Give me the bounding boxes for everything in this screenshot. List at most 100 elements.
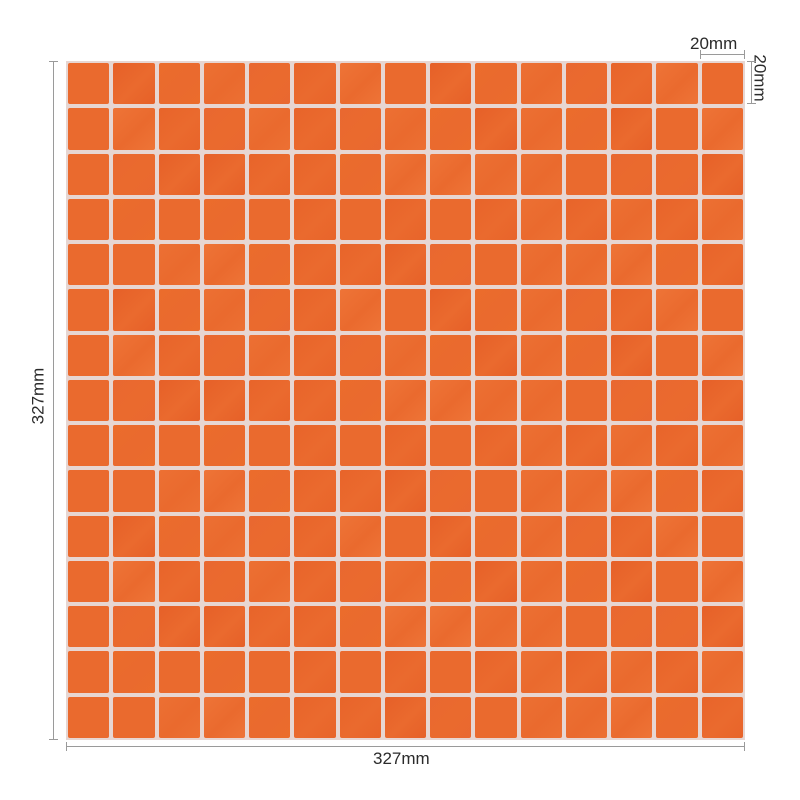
mosaic-tile <box>565 606 608 648</box>
mosaic-tile <box>158 560 200 603</box>
mosaic-tile <box>475 606 517 648</box>
mosaic-tile <box>158 696 200 738</box>
mosaic-tile <box>656 198 698 241</box>
mosaic-tile <box>656 244 698 286</box>
mosaic-tile <box>520 63 562 105</box>
mosaic-tile <box>430 560 472 603</box>
mosaic-tile <box>68 425 110 467</box>
mosaic-tile <box>294 63 336 105</box>
mosaic-tile <box>294 153 336 195</box>
mosaic-tile <box>430 334 472 376</box>
mosaic-tile <box>113 606 155 648</box>
mosaic-tile <box>68 198 110 241</box>
mosaic-tile <box>113 560 155 603</box>
mosaic-tile <box>384 560 427 603</box>
mosaic-tile <box>158 425 200 467</box>
mosaic-tile <box>203 244 246 286</box>
mosaic-tile <box>203 470 246 512</box>
mosaic-tile <box>656 63 698 105</box>
mosaic-tile <box>158 606 200 648</box>
sheet-width-label: 327mm <box>373 749 430 768</box>
mosaic-tile <box>68 244 110 286</box>
mosaic-tile <box>294 198 336 241</box>
mosaic-tile <box>611 289 653 331</box>
mosaic-tile <box>249 379 291 422</box>
mosaic-tile <box>203 289 246 331</box>
mosaic-tile <box>430 651 472 693</box>
mosaic-tile <box>294 108 336 150</box>
mosaic-tile <box>611 108 653 150</box>
mosaic-tile <box>475 108 517 150</box>
mosaic-tile <box>611 63 653 105</box>
mosaic-tile <box>384 606 427 648</box>
mosaic-tile <box>158 470 200 512</box>
mosaic-tile <box>249 198 291 241</box>
mosaic-tile <box>520 696 562 738</box>
mosaic-tile <box>430 244 472 286</box>
mosaic-tile <box>294 651 336 693</box>
mosaic-tile <box>611 470 653 512</box>
mosaic-tile <box>430 63 472 105</box>
mosaic-tile <box>656 379 698 422</box>
mosaic-tile <box>203 334 246 376</box>
mosaic-tile <box>249 560 291 603</box>
mosaic-tile <box>520 198 562 241</box>
mosaic-tile <box>430 425 472 467</box>
mosaic-tile <box>430 606 472 648</box>
mosaic-tile <box>294 379 336 422</box>
mosaic-tile <box>701 606 743 648</box>
mosaic-tile <box>249 651 291 693</box>
mosaic-tile <box>656 651 698 693</box>
mosaic-tile <box>339 470 381 512</box>
mosaic-tile <box>656 515 698 557</box>
mosaic-tile <box>339 63 381 105</box>
tile-height-dimension-line <box>751 61 752 104</box>
mosaic-tile <box>339 606 381 648</box>
mosaic-tile <box>339 289 381 331</box>
mosaic-tile <box>384 63 427 105</box>
mosaic-tile <box>611 198 653 241</box>
mosaic-tile <box>520 651 562 693</box>
mosaic-tile <box>430 198 472 241</box>
mosaic-tile <box>113 515 155 557</box>
mosaic-tile <box>701 108 743 150</box>
mosaic-tile <box>113 470 155 512</box>
mosaic-tile <box>68 515 110 557</box>
mosaic-tile <box>430 108 472 150</box>
mosaic-tile <box>249 153 291 195</box>
mosaic-tile <box>475 515 517 557</box>
tile-width-tick-right <box>744 50 745 59</box>
mosaic-tile <box>701 470 743 512</box>
mosaic-tile <box>701 515 743 557</box>
mosaic-tile <box>475 198 517 241</box>
mosaic-tile <box>68 696 110 738</box>
mosaic-tile <box>430 515 472 557</box>
mosaic-tile <box>656 334 698 376</box>
mosaic-tile <box>68 606 110 648</box>
mosaic-tile <box>656 470 698 512</box>
mosaic-tile <box>294 425 336 467</box>
mosaic-tile <box>520 244 562 286</box>
mosaic-tile <box>158 334 200 376</box>
mosaic-tile <box>294 515 336 557</box>
mosaic-tile <box>611 244 653 286</box>
mosaic-tile <box>158 108 200 150</box>
sheet-height-dimension-line <box>53 61 54 740</box>
mosaic-tile <box>565 153 608 195</box>
mosaic-tile <box>203 425 246 467</box>
mosaic-tile <box>203 560 246 603</box>
sheet-width-dimension-line <box>66 746 745 747</box>
mosaic-tile <box>520 379 562 422</box>
mosaic-tile <box>701 244 743 286</box>
mosaic-tile <box>249 515 291 557</box>
mosaic-tile <box>339 153 381 195</box>
sheet-height-label: 327mm <box>28 367 48 425</box>
mosaic-tile <box>249 696 291 738</box>
mosaic-tile <box>611 560 653 603</box>
mosaic-tile <box>384 289 427 331</box>
mosaic-tile <box>384 425 427 467</box>
tile-height-tick-top <box>747 61 756 62</box>
mosaic-tile <box>158 379 200 422</box>
mosaic-tile <box>158 153 200 195</box>
mosaic-tile <box>113 334 155 376</box>
